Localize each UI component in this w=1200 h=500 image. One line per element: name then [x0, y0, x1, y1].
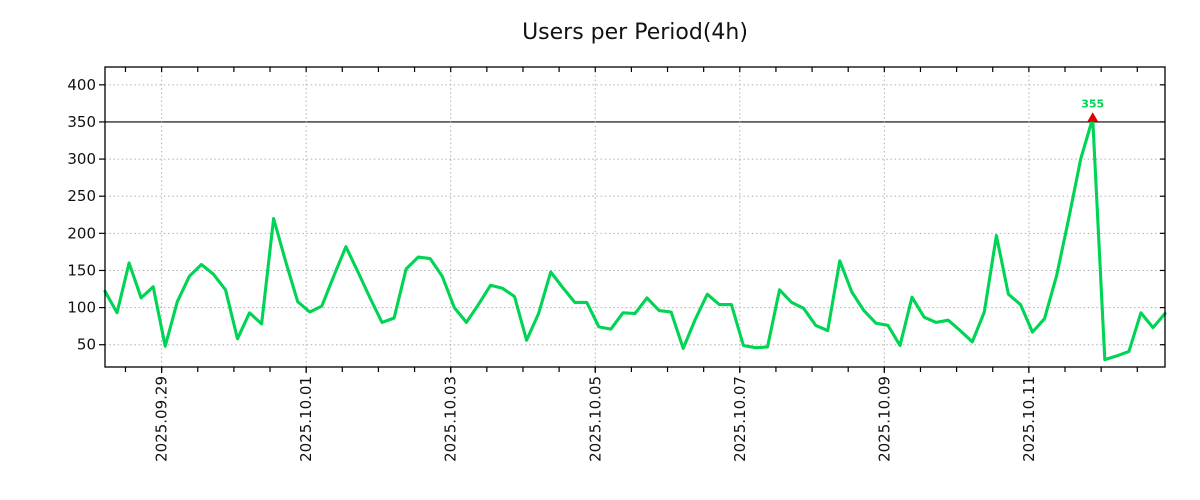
peak-value-label: 355	[1081, 98, 1104, 111]
y-tick-label: 200	[67, 224, 96, 242]
y-tick-label: 50	[77, 336, 96, 354]
axes: 50 100 150 200 250 300 350 400 2025.09.29 2025.10…	[67, 66, 1166, 462]
x-tick-label: 2025.10.01	[297, 376, 315, 462]
y-tick-label: 350	[67, 113, 96, 131]
series-line	[103, 116, 1167, 362]
gridlines	[105, 67, 1165, 367]
x-tick-label: 2025.10.09	[875, 376, 893, 462]
x-tick-label: 2025.10.03	[442, 376, 460, 462]
plot-border	[104, 66, 1166, 368]
chart-title: Users per Period(4h)	[522, 20, 748, 45]
peak-marker-icon	[1087, 112, 1099, 122]
y-tick-label: 100	[67, 299, 96, 317]
peak-triangle-icon	[1087, 112, 1099, 122]
users-series-line	[103, 116, 1167, 362]
y-tick-label: 300	[67, 150, 96, 168]
x-tick-label: 2025.10.11	[1020, 376, 1038, 462]
y-tick-label: 250	[67, 187, 96, 205]
y-tick-label: 400	[67, 76, 96, 94]
x-tick-label: 2025.10.05	[586, 376, 604, 462]
y-tick-label: 150	[67, 261, 96, 279]
x-tick-label: 2025.10.07	[731, 376, 749, 462]
x-tick-label: 2025.09.29	[153, 376, 171, 462]
